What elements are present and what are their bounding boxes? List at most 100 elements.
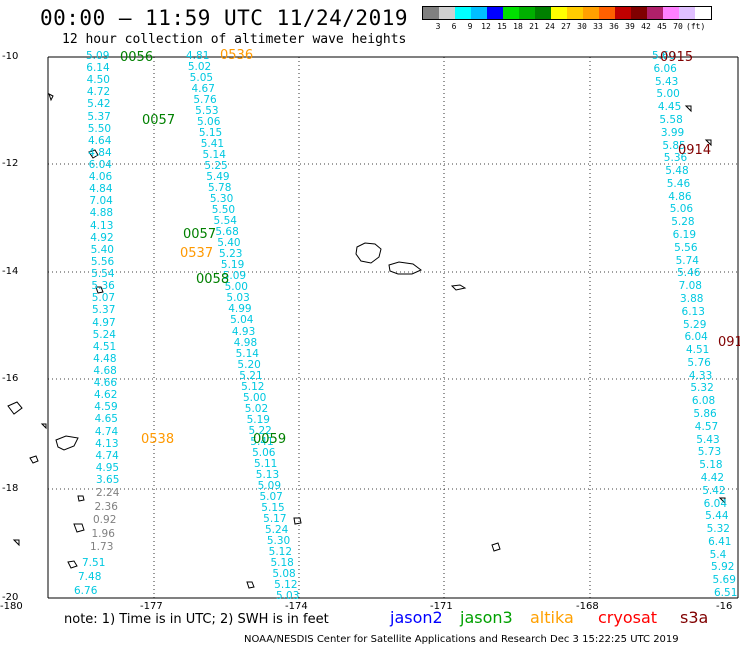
- swh-value: 5.37: [92, 304, 116, 317]
- swh-value: 6.08: [691, 395, 716, 408]
- color-tick-label: (ft): [686, 22, 706, 31]
- pass-time-label: 0058: [196, 272, 230, 287]
- swh-value: 5.15: [198, 127, 223, 140]
- island-tutuila: [450, 284, 467, 291]
- swh-value: 5.14: [202, 149, 226, 162]
- swh-value: 4.81: [186, 50, 210, 62]
- swh-value: 2.36: [94, 500, 118, 513]
- color-swatch-9: [567, 7, 583, 19]
- island-11: [293, 517, 302, 525]
- swh-value: 5.50: [211, 204, 236, 217]
- swh-value: 5.46: [666, 177, 691, 190]
- swh-value: 5.06: [669, 203, 694, 216]
- latitude-label: -14: [2, 266, 19, 277]
- color-swatch-8: [551, 7, 567, 19]
- swh-value: 5.42: [702, 484, 726, 497]
- color-tick-label: 27: [561, 22, 571, 31]
- swh-value: 5.50: [87, 122, 112, 135]
- swh-value: 4.97: [92, 316, 116, 329]
- swh-value: 4.51: [92, 340, 117, 353]
- swh-value: 4.51: [685, 344, 710, 357]
- swh-value: 5.19: [246, 413, 270, 426]
- latitude-label: -10: [2, 51, 19, 62]
- swh-value: 5.03: [276, 590, 300, 602]
- swh-value: 5.21: [239, 369, 263, 382]
- swh-value: 5.24: [92, 328, 116, 341]
- swh-value: 5.12: [268, 545, 293, 558]
- island-8: [67, 560, 78, 569]
- swh-value: 4.13: [95, 437, 119, 450]
- swh-value: 4.33: [688, 369, 713, 382]
- swh-value: 4.84: [89, 183, 113, 196]
- swh-value: 4.86: [668, 190, 692, 203]
- island-samoa-upolu: [388, 261, 422, 275]
- swh-value: 5.12: [274, 578, 298, 591]
- swh-value: 5.11: [253, 457, 278, 470]
- island-9: [12, 539, 20, 547]
- swh-value: 5.41: [250, 435, 274, 448]
- color-swatch-4: [487, 7, 503, 19]
- swh-value: 3.65: [96, 474, 120, 486]
- swh-value: 5.00: [224, 281, 248, 294]
- swh-value: 5.08: [272, 567, 296, 580]
- swh-value: 5.56: [674, 241, 698, 254]
- pass-time-label: 0056: [120, 50, 154, 65]
- pass-time-label: 0914: [678, 143, 712, 158]
- swh-value: 5.06: [252, 446, 276, 459]
- swh-value: 4.74: [95, 449, 119, 462]
- legend-jason2: jason2: [390, 608, 443, 627]
- swh-value: 6.13: [681, 305, 705, 318]
- swh-value: 5.09: [222, 270, 247, 283]
- color-swatch-15: [663, 7, 679, 19]
- color-scale: 3 6 9 12 15 18 21 24 27 30 33 36 39 42 45 70 (ft): [422, 6, 712, 32]
- swh-value: 4.98: [233, 336, 258, 349]
- color-swatch-14: [647, 7, 663, 19]
- swh-value: 5.13: [255, 468, 280, 481]
- swh-value: 5.60: [652, 50, 676, 62]
- color-swatch-2: [455, 7, 471, 19]
- pass-time-label: 0538: [141, 432, 175, 447]
- swh-value: 7.48: [78, 571, 102, 583]
- swh-value: 5.54: [91, 268, 115, 281]
- swh-value: 5.22: [248, 424, 272, 437]
- legend-cryosat: cryosat: [598, 608, 658, 627]
- swh-value: 4.59: [94, 401, 118, 414]
- swh-value: 5.43: [696, 433, 720, 446]
- swh-value: 4.50: [86, 74, 110, 87]
- color-swatch-5: [503, 7, 519, 19]
- swh-value: 5.36: [91, 280, 115, 293]
- swh-value: 5.28: [671, 216, 695, 229]
- swh-value: 4.66: [93, 377, 118, 390]
- swh-value: 5.40: [217, 237, 241, 250]
- swh-value: 5.56: [90, 255, 115, 268]
- swh-value: 3.88: [680, 292, 704, 305]
- swh-value: 4.13: [90, 219, 114, 232]
- color-swatch-6: [519, 7, 535, 19]
- swh-value: 5.09: [257, 479, 282, 492]
- swh-value: 5.54: [213, 215, 237, 228]
- island-3: [7, 401, 23, 415]
- island-7: [73, 523, 85, 533]
- swh-value: 6.04: [703, 497, 728, 510]
- swh-value: 4.68: [93, 364, 117, 377]
- swh-value: 4.95: [95, 461, 120, 474]
- swh-value: 4.88: [89, 207, 114, 220]
- pass-time-label: 0059: [253, 432, 287, 447]
- page-subtitle: 12 hour collection of altimeter wave hei…: [62, 32, 407, 47]
- swh-value: 5.23: [219, 248, 243, 261]
- note-text: note: 1) Time is in UTC; 2) SWH is in fe…: [64, 612, 329, 627]
- swh-value: 5.25: [204, 160, 228, 173]
- color-tick-label: 21: [529, 22, 539, 31]
- swh-value: 6.14: [86, 62, 110, 75]
- swh-value: 4.72: [86, 86, 111, 99]
- swh-value: 7.51: [82, 557, 106, 569]
- color-tick-label: 30: [577, 22, 587, 31]
- swh-value: 5.00: [656, 88, 680, 101]
- swh-value: 5.44: [705, 510, 729, 523]
- swh-value: 6.19: [672, 229, 697, 241]
- swh-value: 5.18: [270, 556, 294, 569]
- swh-value: 5.68: [215, 226, 239, 239]
- swh-value: 5.78: [208, 182, 232, 195]
- island-13: [684, 105, 692, 113]
- swh-value: 5.37: [87, 110, 111, 123]
